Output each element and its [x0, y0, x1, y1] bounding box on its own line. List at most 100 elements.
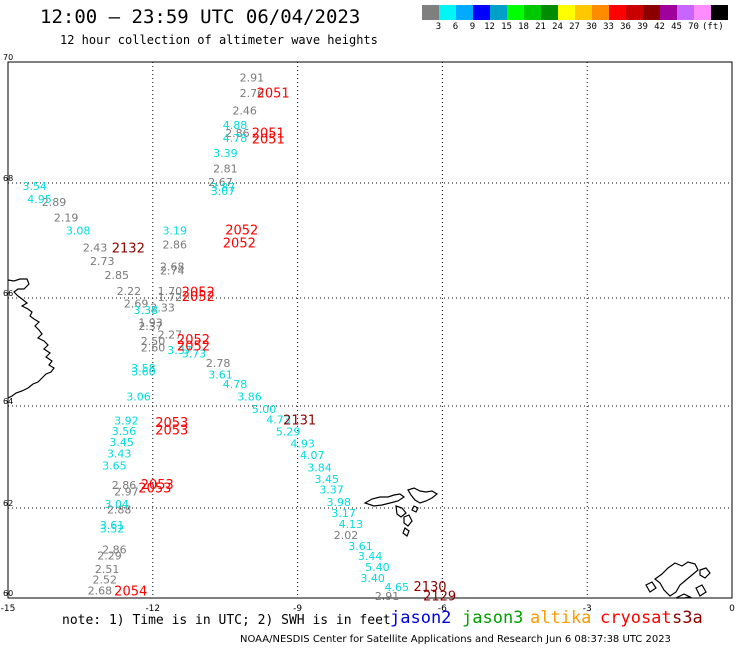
wave-height-label: 3.60 [131, 365, 156, 378]
color-scale-tick: 70 [688, 22, 699, 32]
wave-height-label: 1.70 [158, 285, 183, 298]
wave-height-label: 5.00 [252, 403, 277, 416]
wave-height-label: 2.02 [334, 529, 359, 542]
wave-height-label: 2.68 [160, 260, 185, 273]
color-scale-tick: 15 [501, 22, 512, 32]
color-swatch [711, 5, 728, 20]
wave-height-label: 2.89 [42, 196, 67, 209]
wave-height-label: 3.52 [100, 522, 125, 535]
wave-height-label: 3.45 [314, 473, 339, 486]
map-frame [7, 61, 733, 599]
wave-height-label: 3.56 [112, 425, 137, 438]
pass-time-label: 2052 [182, 285, 215, 300]
pass-time-label: 2051 [252, 126, 285, 141]
wave-height-label: 2.91 [240, 72, 265, 85]
wave-height-label: 2.91 [375, 590, 400, 603]
wave-height-label: 3.06 [126, 390, 150, 403]
wave-height-label: 3.39 [213, 147, 238, 160]
wave-height-label: 3.54 [22, 180, 47, 193]
wave-height-label: 2.85 [105, 269, 129, 282]
wave-height-label: 4.65 [384, 581, 409, 594]
wave-height-label: 2.86 [225, 127, 250, 140]
wave-height-label: 3.61 [208, 369, 233, 382]
wave-height-label: 2.86 [162, 239, 187, 252]
wave-height-label: 1.72 [158, 291, 183, 304]
wave-height-label: 3.07 [211, 185, 236, 198]
wave-height-label: 2.81 [213, 162, 238, 175]
color-swatch [660, 5, 677, 20]
color-scale-tick: 33 [603, 22, 614, 32]
pass-time-label: 2053 [138, 482, 171, 497]
color-swatch [677, 5, 694, 20]
wave-height-label: 2.33 [150, 302, 175, 315]
wave-height-label: 3.86 [237, 390, 262, 403]
pass-time-label: 2052 [177, 333, 210, 348]
latitude-tick-label: 66 [3, 289, 13, 298]
units-note: note: 1) Time is in UTC; 2) SWH is in fe… [62, 613, 391, 628]
map-gridlines [8, 62, 732, 598]
wave-height-observations: 2.91 2.76 2.46 2.86 2.812.67 2.89 2.19 2.43 2.86… [22, 72, 456, 605]
wave-height-label: 2.22 [117, 285, 142, 298]
wave-height-label: 2.73 [90, 255, 115, 268]
color-swatch [439, 5, 456, 20]
wave-height-label: 4.78 [223, 132, 248, 145]
legend-jason2: jason2 [390, 608, 452, 628]
longitude-tick-label: -3 [583, 604, 592, 614]
color-scale-tick: 18 [518, 22, 529, 32]
pass-time-label: 2129 [423, 590, 456, 605]
color-swatch [643, 5, 660, 20]
wave-height-label: 3.43 [107, 447, 131, 460]
pass-time-label: 2131 [283, 413, 316, 428]
wave-height-label: 3.73 [182, 348, 207, 361]
color-scale-tick: 9 [469, 22, 476, 32]
color-scale-tick: 6 [452, 22, 459, 32]
wave-height-label: 2.52 [92, 574, 117, 587]
color-scale-tick: 3 [435, 22, 442, 32]
color-scale-tick: (ft) [702, 22, 724, 32]
wave-height-label: 3.92 [114, 414, 139, 427]
wave-height-label: 2.86 [112, 479, 137, 492]
wave-height-label: 4.93 [290, 438, 315, 451]
color-swatch [524, 5, 541, 20]
legend-altika: altika [530, 608, 592, 628]
wave-height-label: 3.61 [100, 519, 125, 532]
wave-height-label: 2.37 [138, 320, 163, 333]
color-swatch [507, 5, 524, 20]
wave-height-label: 3.87 [211, 181, 236, 194]
color-swatch [626, 5, 643, 20]
wave-height-label: 5.29 [276, 426, 301, 439]
longitude-tick-label: 0 [729, 604, 735, 614]
color-scale-tick: 24 [552, 22, 563, 32]
wave-height-label: 3.58 [131, 362, 156, 375]
pass-time-label: 2052 [177, 340, 210, 355]
latitude-tick-label: 64 [3, 397, 13, 406]
wave-height-label: 2.74 [160, 264, 185, 277]
pass-time-label: 2053 [141, 478, 174, 493]
iceland-coastline [7, 278, 55, 399]
pass-time-label: 2051 [257, 86, 290, 101]
wave-height-label: 4.95 [27, 193, 52, 206]
latitude-tick-label: 68 [3, 174, 13, 183]
wave-height-label: 2.67 [208, 176, 233, 189]
footer-credit: NOAA/NESDIS Center for Satellite Applica… [240, 634, 671, 645]
wave-height-label: 4.07 [300, 449, 325, 462]
wave-height-label: 3.44 [358, 550, 383, 563]
pass-time-label: 2052 [225, 224, 258, 239]
wave-height-label: 4.88 [223, 119, 248, 132]
wave-height-label: 3.65 [102, 460, 127, 473]
color-swatch [541, 5, 558, 20]
wave-height-label: 3.37 [319, 484, 344, 497]
color-scale-tick: 30 [586, 22, 597, 32]
wave-height-label: 2.29 [97, 549, 122, 562]
wave-height-label: 3.98 [327, 496, 352, 509]
wave-height-label: 2.46 [232, 104, 257, 117]
color-swatch [558, 5, 575, 20]
legend-jason3: jason3 [462, 608, 524, 628]
latitude-tick-label: 62 [3, 499, 13, 508]
pass-time-label: 2054 [114, 585, 147, 600]
wave-height-label: 2.68 [88, 584, 113, 597]
wave-height-label: 4.78 [223, 378, 248, 391]
wave-height-label: 2.88 [107, 503, 131, 516]
wave-height-label: 2.27 [158, 329, 183, 342]
